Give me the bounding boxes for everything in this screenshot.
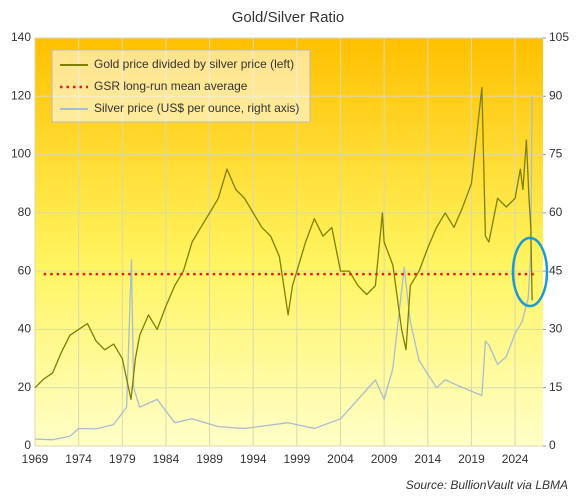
x-tick-label: 1989 — [196, 452, 223, 466]
x-tick-label: 2009 — [371, 452, 398, 466]
y2-tick-label: 45 — [549, 263, 563, 277]
y-tick-label: 40 — [18, 322, 32, 336]
y2-tick-label: 105 — [549, 30, 569, 44]
x-tick-label: 1974 — [65, 452, 92, 466]
x-tick-label: 1969 — [22, 452, 49, 466]
x-tick-label: 1979 — [109, 452, 136, 466]
labels: 0 20 40 60 80 100 120 140 0 15 30 45 60 75 90 105 1969 19… — [11, 30, 569, 466]
x-tick-label: 1984 — [153, 452, 180, 466]
legend-label: Silver price (US$ per ounce, right axis) — [94, 101, 299, 115]
x-tick-label: 1999 — [284, 452, 311, 466]
grid — [34, 37, 546, 447]
y2-tick-label: 90 — [549, 88, 563, 102]
x-tick-label: 2014 — [414, 452, 441, 466]
y2-tick-label: 0 — [549, 438, 556, 452]
legend: Gold price divided by silver price (left… — [51, 49, 311, 123]
highlight-circle — [511, 236, 549, 308]
y-tick-label: 140 — [11, 30, 31, 44]
y2-tick-label: 15 — [549, 380, 563, 394]
y-tick-label: 0 — [24, 438, 31, 452]
y2-tick-label: 30 — [549, 322, 563, 336]
series-line — [34, 86, 533, 401]
source: Source: BullionVault via LBMA — [406, 478, 568, 492]
legend-label: GSR long-run mean average — [94, 79, 248, 93]
legend-label: Gold price divided by silver price (left… — [94, 57, 294, 71]
x-tick-label: 2004 — [327, 452, 354, 466]
y-tick-label: 80 — [18, 205, 32, 219]
y2-tick-label: 60 — [549, 205, 563, 219]
x-tick-label: 2024 — [502, 452, 529, 466]
y-tick-label: 20 — [18, 380, 32, 394]
legend-box — [51, 49, 311, 123]
y-tick-label: 100 — [11, 147, 31, 161]
chart-title: Gold/Silver Ratio — [232, 9, 345, 26]
y-tick-label: 60 — [18, 263, 32, 277]
x-tick-label: 1994 — [240, 452, 267, 466]
y2-tick-label: 75 — [549, 147, 563, 161]
x-tick-label: 2019 — [458, 452, 485, 466]
y-tick-label: 120 — [11, 88, 31, 102]
marks — [34, 86, 537, 441]
